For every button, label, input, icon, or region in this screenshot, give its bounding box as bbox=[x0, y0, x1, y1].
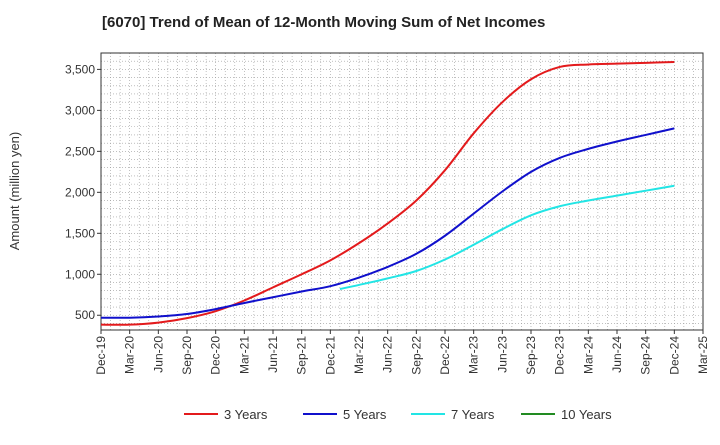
x-tick-label: Jun-24 bbox=[610, 336, 624, 373]
legend-label-7-years: 7 Years bbox=[451, 407, 495, 422]
chart-title: [6070] Trend of Mean of 12-Month Moving … bbox=[102, 14, 546, 31]
legend-label-10-years: 10 Years bbox=[561, 407, 612, 422]
y-tick-label: 500 bbox=[75, 308, 95, 322]
x-tick-label: Jun-22 bbox=[381, 336, 395, 373]
x-tick-label: Dec-22 bbox=[438, 336, 452, 375]
x-tick-label: Dec-19 bbox=[94, 336, 108, 375]
y-tick-label: 1,000 bbox=[65, 267, 95, 281]
x-tick-label: Dec-23 bbox=[553, 336, 567, 375]
grid bbox=[100, 52, 704, 330]
axes: 500 1,000 1,500 2,000 2,500 3,000 3,500 Dec-19 M… bbox=[65, 52, 710, 375]
y-tick-label: 1,500 bbox=[65, 226, 95, 240]
legend-label-3-years: 3 Years bbox=[224, 407, 268, 422]
y-tick-label: 2,500 bbox=[65, 144, 95, 158]
series-line-3-years bbox=[100, 61, 675, 326]
series-line-7-years bbox=[339, 184, 675, 290]
y-tick-label: 3,500 bbox=[65, 62, 95, 76]
series-line-5-years bbox=[100, 127, 675, 319]
x-tick-label: Sep-24 bbox=[639, 336, 653, 375]
x-tick-label: Dec-21 bbox=[323, 336, 337, 375]
y-axis-label: Amount (million yen) bbox=[7, 132, 22, 251]
x-tick-label: Mar-20 bbox=[123, 336, 137, 374]
x-tick-label: Sep-21 bbox=[295, 336, 309, 375]
y-tick-label: 2,000 bbox=[65, 185, 95, 199]
x-tick-label: Sep-20 bbox=[180, 336, 194, 375]
x-tick-label: Sep-22 bbox=[409, 336, 423, 375]
x-tick-label: Mar-23 bbox=[467, 336, 481, 374]
plot-area-border bbox=[100, 52, 704, 331]
x-tick-label: Jun-23 bbox=[495, 336, 509, 373]
x-tick-label: Mar-22 bbox=[352, 336, 366, 374]
x-tick-label: Mar-25 bbox=[696, 336, 710, 374]
x-tick-label: Jun-21 bbox=[266, 336, 280, 373]
legend: 3 Years 5 Years 7 Years 10 Years bbox=[184, 407, 612, 422]
x-tick-label: Mar-24 bbox=[581, 336, 595, 374]
x-tick-label: Dec-24 bbox=[667, 336, 681, 375]
series-lines bbox=[100, 61, 675, 326]
x-tick-label: Sep-23 bbox=[524, 336, 538, 375]
x-tick-label: Jun-20 bbox=[151, 336, 165, 373]
x-tick-label: Dec-20 bbox=[209, 336, 223, 375]
x-tick-label: Mar-21 bbox=[237, 336, 251, 374]
y-tick-label: 3,000 bbox=[65, 103, 95, 117]
legend-label-5-years: 5 Years bbox=[343, 407, 387, 422]
